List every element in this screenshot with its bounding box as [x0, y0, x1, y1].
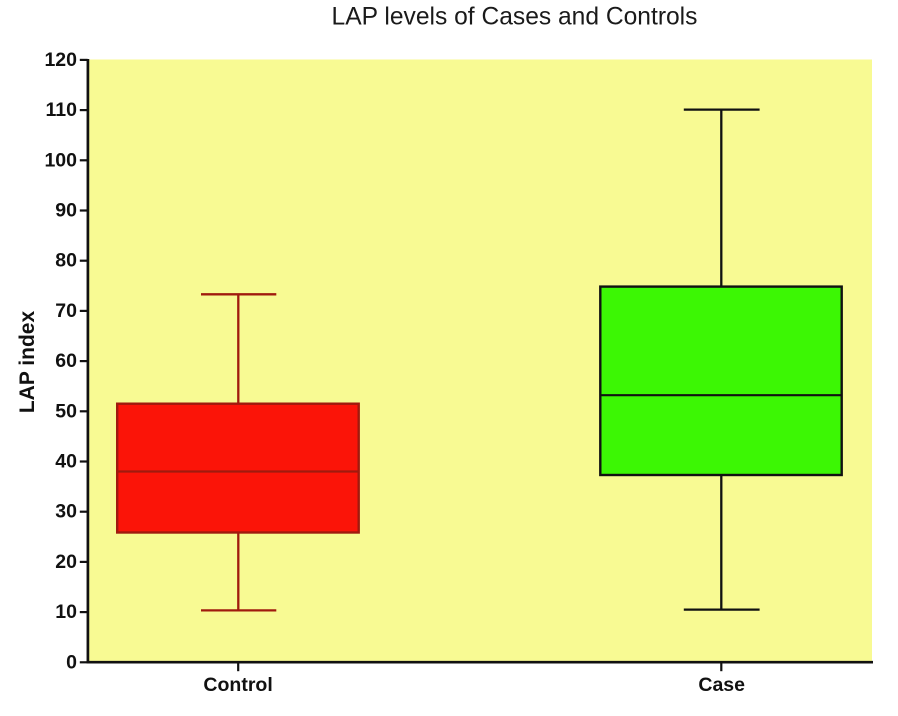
svg-text:50: 50	[55, 400, 77, 422]
svg-text:Control: Control	[203, 674, 272, 696]
svg-text:70: 70	[55, 300, 77, 322]
svg-text:LAP levels of Cases and Contro: LAP levels of Cases and Controls	[332, 4, 698, 31]
svg-text:Case: Case	[698, 674, 745, 696]
svg-text:40: 40	[55, 451, 77, 473]
svg-text:110: 110	[46, 99, 78, 121]
svg-text:0: 0	[66, 651, 77, 673]
svg-text:120: 120	[44, 49, 77, 71]
svg-text:10: 10	[55, 601, 77, 623]
svg-text:100: 100	[44, 149, 77, 171]
svg-text:LAP index: LAP index	[16, 311, 39, 414]
svg-text:30: 30	[55, 501, 77, 523]
svg-text:80: 80	[55, 250, 77, 272]
svg-text:90: 90	[55, 200, 77, 222]
svg-text:60: 60	[55, 350, 77, 372]
svg-text:20: 20	[55, 551, 77, 573]
